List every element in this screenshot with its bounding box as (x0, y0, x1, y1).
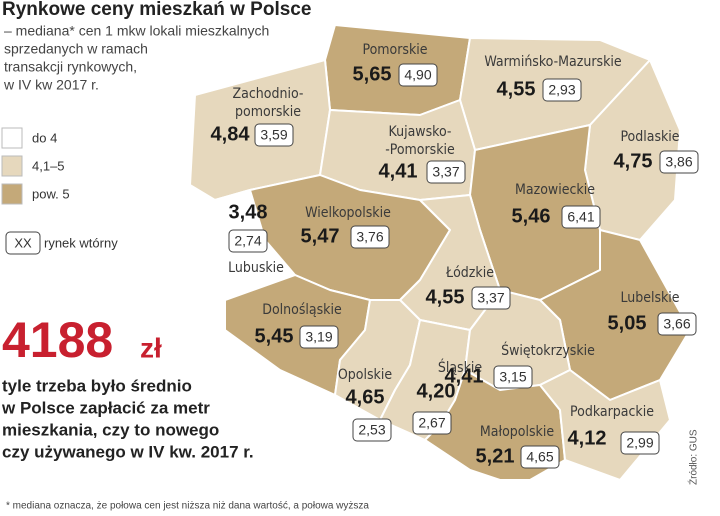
region-value: 5,21 (476, 445, 515, 467)
value-box (254, 123, 294, 147)
region-secondary: 2,93 (548, 82, 575, 98)
highlight-caption: w Polsce zapłacić za metr (1, 398, 210, 417)
highlight-caption: tyle trzeba było średnio (2, 376, 192, 395)
legend-label: pow. 5 (32, 186, 70, 201)
region-secondary: 6,41 (567, 209, 594, 225)
region-value: 4,41 (445, 365, 484, 387)
region-name: Lubuskie (228, 260, 284, 276)
region-name: Zachodnio- (233, 86, 304, 102)
region-name: Śląskie (438, 358, 483, 376)
highlight-caption: czy używanego w IV kw. 2017 r. (2, 442, 254, 461)
region-name: -Pomorskie (385, 142, 455, 158)
value-box (542, 78, 582, 102)
region-secondary: 3,66 (663, 316, 690, 332)
region-name: Pomorskie (362, 42, 427, 58)
region-secondary: 3,86 (665, 154, 692, 170)
source: Źródło: GUS (687, 429, 700, 485)
region-secondary: 3,19 (305, 329, 332, 345)
subtitle: sprzedanych w ramach (4, 41, 148, 57)
subtitle: transakcji rynkowych, (4, 59, 137, 75)
highlight-caption: mieszkania, czy to nowego (2, 420, 219, 439)
title: Rynkowe ceny mieszkań w Polsce (2, 0, 311, 20)
region-name: Podkarpackie (570, 404, 654, 420)
highlight-value: 4188 (2, 312, 113, 368)
legend-label: do 4 (32, 130, 57, 145)
region-value: 5,46 (512, 205, 551, 227)
value-box (398, 63, 438, 87)
region-secondary: 3,37 (432, 164, 459, 180)
region-name: Łódzkie (445, 265, 494, 281)
region-secondary: 2,53 (358, 422, 385, 438)
region-name: Lubelskie (620, 290, 679, 306)
value-box (299, 325, 339, 349)
region-name: Kujawsko- (389, 124, 452, 140)
region-name: Świętokrzyskie (501, 341, 595, 359)
region-secondary: 3,15 (499, 369, 526, 385)
region-secondary: 4,90 (404, 67, 431, 83)
legend-swatch (1, 183, 23, 205)
region-value: 4,41 (379, 160, 418, 182)
legend-box-sample: XX (14, 235, 32, 250)
region-name: Podlaskie (620, 129, 679, 145)
region-secondary: 3,59 (260, 127, 287, 143)
region-name: Opolskie (338, 367, 392, 383)
region-secondary: 2,99 (626, 435, 653, 451)
region-value: 3,48 (229, 201, 268, 223)
subtitle: w IV kw 2017 r. (3, 77, 99, 93)
value-box (493, 365, 533, 389)
footnote: * mediana oznacza, że połowa cen jest ni… (6, 501, 369, 512)
subtitle: – mediana* cen 1 mkw lokali mieszkalnych (4, 23, 269, 39)
region-secondary: 3,76 (356, 229, 383, 245)
region-value: 5,65 (353, 63, 392, 85)
legend-label: 4,1–5 (32, 158, 65, 173)
value-box (352, 418, 392, 442)
legend-box (5, 231, 41, 255)
value-box (350, 225, 390, 249)
value-box (659, 150, 699, 174)
region-value: 4,55 (497, 78, 536, 100)
value-box (561, 205, 601, 229)
value-box (520, 445, 560, 469)
value-box (426, 160, 466, 184)
value-box (657, 312, 697, 336)
region-secondary: 4,65 (526, 449, 553, 465)
region-name: Warmińsko-Mazurskie (484, 54, 622, 70)
region (324, 24, 471, 116)
region-value: 5,45 (255, 325, 294, 347)
region-name: Dolnośląskie (262, 302, 342, 318)
region-name: Małopolskie (480, 424, 554, 440)
region-value: 4,84 (211, 123, 251, 145)
value-box (471, 286, 511, 310)
region-value: 4,12 (568, 427, 607, 449)
value-box (228, 229, 268, 253)
region-secondary: 2,67 (418, 415, 445, 431)
legend-swatch (1, 127, 23, 149)
legend-box-label: rynek wtórny (44, 235, 118, 250)
region-value: 4,75 (614, 150, 653, 172)
legend-swatch (1, 155, 23, 177)
region-name: Wielkopolskie (305, 205, 391, 221)
region-value: 5,47 (301, 225, 340, 247)
region-value: 4,55 (426, 286, 465, 308)
highlight-unit: zł (140, 332, 162, 363)
region-value: 5,05 (608, 312, 647, 334)
region-secondary: 3,37 (477, 290, 504, 306)
value-box (412, 411, 452, 435)
region-name: pomorskie (235, 104, 301, 120)
value-box (620, 431, 660, 455)
region-name: Mazowieckie (515, 182, 595, 198)
region-secondary: 2,74 (234, 233, 261, 249)
region-value: 4,65 (346, 386, 385, 408)
region-value: 4,20 (417, 380, 456, 402)
